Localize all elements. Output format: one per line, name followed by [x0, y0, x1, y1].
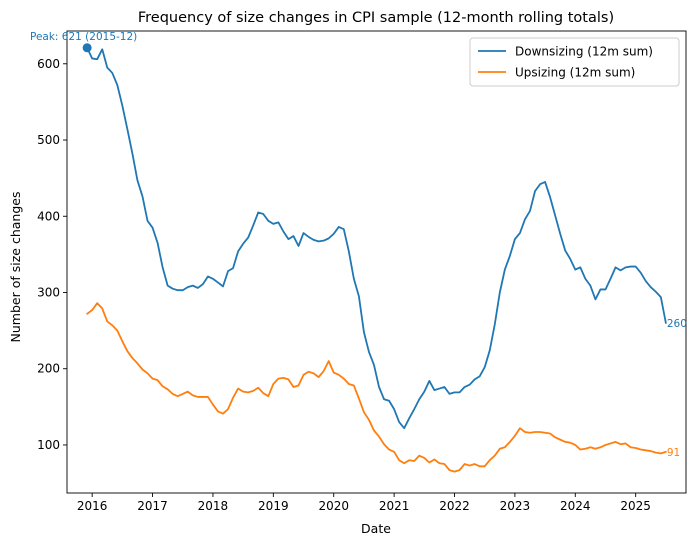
end-value-label: 260: [667, 318, 687, 330]
legend-box: [469, 37, 680, 87]
x-tick-label: 2021: [379, 499, 410, 513]
peak-annotation: Peak: 621 (2015-12): [30, 31, 137, 43]
y-tick-label: 100: [37, 438, 60, 452]
x-tick-label: 2023: [500, 499, 531, 513]
plot-area: 2016 2017 2018 2019 2020 2021 2022 2023 2024 2025…: [30, 30, 687, 513]
end-value-label: 91: [667, 447, 680, 459]
axes-frame: [66, 30, 687, 494]
series-line-downsizing: [86, 46, 667, 430]
y-tick-label: 200: [37, 362, 60, 376]
y-tick-label: 400: [37, 209, 60, 223]
series-line-upsizing: [86, 302, 667, 473]
x-tick-label: 2020: [318, 499, 349, 513]
x-tick-label: 2019: [258, 499, 289, 513]
peak-marker: [82, 43, 92, 53]
x-tick-label: 2017: [137, 499, 168, 513]
y-tick-label: 500: [37, 133, 60, 147]
x-tick-label: 2018: [198, 499, 229, 513]
legend: Downsizing (12m sum) Upsizing (12m sum): [469, 37, 680, 87]
x-tick-label: 2022: [439, 499, 470, 513]
x-axis-label: Date: [361, 521, 391, 536]
legend-label: Downsizing (12m sum): [515, 45, 653, 59]
x-tick-label: 2016: [77, 499, 108, 513]
chart-title: Frequency of size changes in CPI sample …: [138, 10, 614, 26]
y-tick-label: 300: [37, 285, 60, 299]
x-tick-label: 2024: [560, 499, 591, 513]
x-tick-label: 2025: [620, 499, 651, 513]
y-tick-label: 600: [37, 57, 60, 71]
y-axis-label: Number of size changes: [8, 192, 23, 343]
legend-label: Upsizing (12m sum): [515, 66, 635, 80]
